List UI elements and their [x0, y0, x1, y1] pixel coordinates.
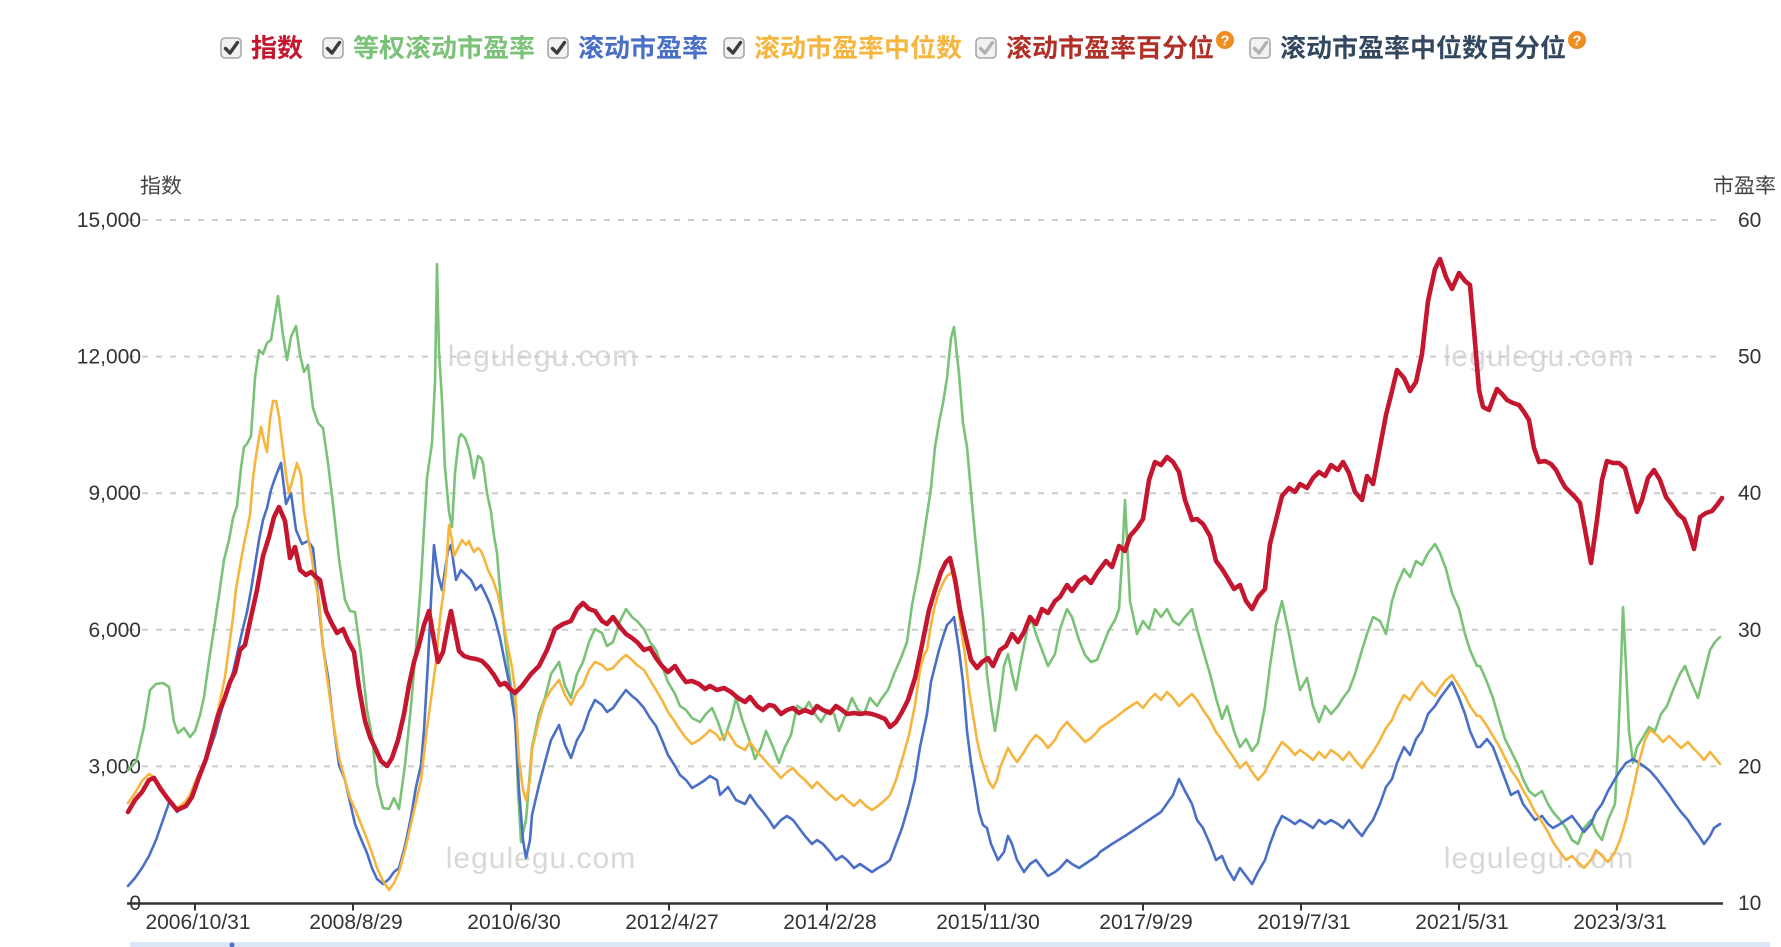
svg-text:20: 20: [1738, 755, 1761, 778]
svg-text:30: 30: [1738, 619, 1761, 642]
svg-text:2010/6/30: 2010/6/30: [467, 911, 560, 934]
svg-text:2006/10/31: 2006/10/31: [145, 911, 250, 934]
svg-text:40: 40: [1738, 482, 1761, 505]
svg-text:legulegu.com: legulegu.com: [1444, 842, 1634, 875]
svg-text:2023/3/31: 2023/3/31: [1573, 911, 1666, 934]
svg-text:?: ?: [1572, 33, 1581, 50]
svg-text:2008/8/29: 2008/8/29: [309, 911, 402, 934]
svg-text:2012/4/27: 2012/4/27: [625, 911, 718, 934]
svg-text:15,000: 15,000: [77, 209, 141, 232]
svg-text:2021/5/31: 2021/5/31: [1415, 911, 1508, 934]
svg-text:3,000: 3,000: [88, 755, 141, 778]
svg-text:12,000: 12,000: [77, 346, 141, 369]
svg-text:60: 60: [1738, 209, 1761, 232]
svg-text:legulegu.com: legulegu.com: [446, 842, 636, 875]
svg-text:?: ?: [1220, 33, 1229, 50]
svg-text:2017/9/29: 2017/9/29: [1099, 911, 1192, 934]
svg-text:2015/11/30: 2015/11/30: [936, 911, 1040, 934]
svg-text:10: 10: [1738, 892, 1761, 915]
svg-text:2014/2/28: 2014/2/28: [783, 911, 876, 934]
svg-text:6,000: 6,000: [88, 619, 141, 642]
svg-text:9,000: 9,000: [88, 482, 141, 505]
svg-text:50: 50: [1738, 346, 1761, 369]
svg-text:2019/7/31: 2019/7/31: [1257, 911, 1350, 934]
